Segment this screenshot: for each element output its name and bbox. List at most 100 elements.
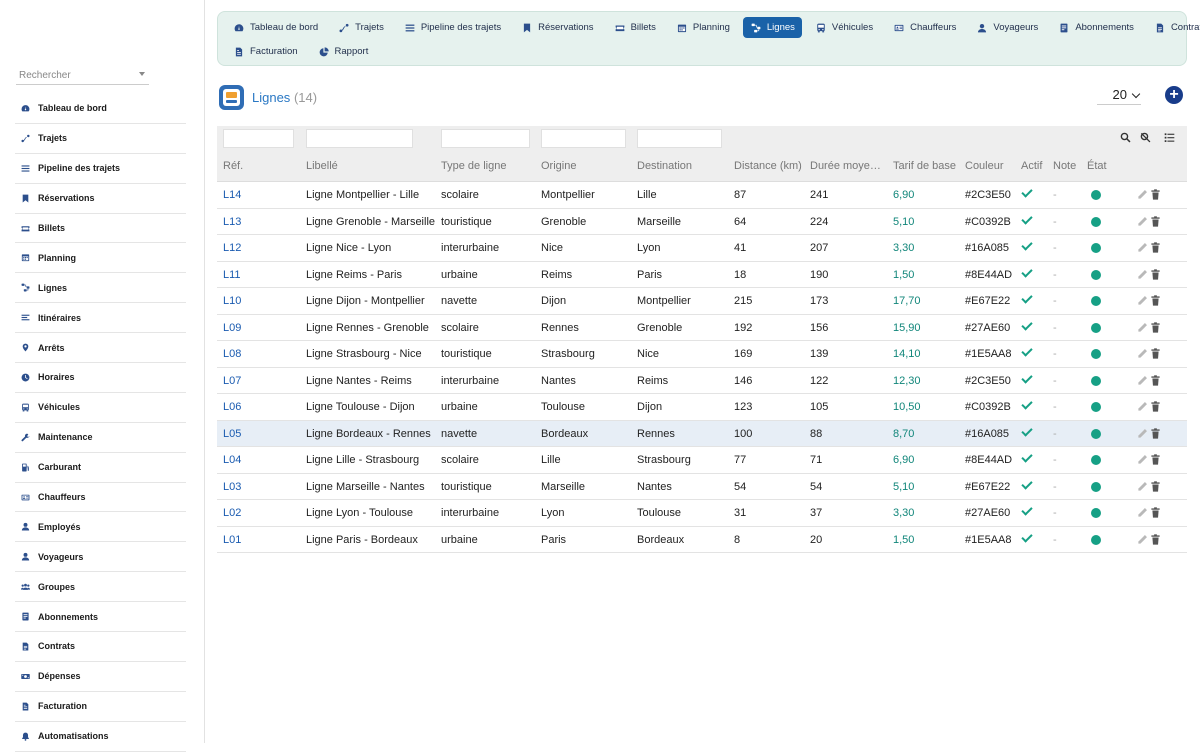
sidebar-item-contrats[interactable]: Contrats	[15, 632, 186, 662]
edit-icon[interactable]	[1137, 454, 1149, 466]
clear-search-icon[interactable]	[1140, 132, 1152, 144]
edit-icon[interactable]	[1137, 481, 1149, 493]
cell-ref[interactable]: L14	[223, 189, 242, 201]
tab-vehicules[interactable]: Véhicules	[808, 17, 880, 38]
table-row[interactable]: L01 Ligne Paris - Bordeaux urbaine Paris Bor…	[217, 527, 1187, 553]
edit-icon[interactable]	[1137, 507, 1149, 519]
sidebar-item-vehicules[interactable]: Véhicules	[15, 393, 186, 423]
search-select[interactable]: Rechercher	[16, 67, 149, 85]
sidebar-item-lignes[interactable]: Lignes	[15, 273, 186, 304]
table-row[interactable]: L04 Ligne Lille - Strasbourg scolaire Lille…	[217, 447, 1187, 474]
delete-icon[interactable]	[1150, 242, 1162, 254]
sidebar-item-planning[interactable]: Planning	[15, 243, 186, 274]
delete-icon[interactable]	[1150, 348, 1162, 360]
tab-chauffeurs[interactable]: Chauffeurs	[886, 17, 963, 38]
cell-ref[interactable]: L02	[223, 507, 242, 519]
edit-icon[interactable]	[1137, 348, 1149, 360]
tab-abonnements[interactable]: Abonnements	[1051, 17, 1141, 38]
column-header-ref[interactable]: Réf.	[223, 160, 244, 172]
column-header-actif[interactable]: Actif	[1021, 160, 1043, 172]
filter-type-input[interactable]	[441, 129, 530, 148]
cell-ref[interactable]: L10	[223, 295, 242, 307]
sidebar-item-automatisations[interactable]: Automatisations	[15, 722, 186, 752]
edit-icon[interactable]	[1137, 216, 1149, 228]
delete-icon[interactable]	[1150, 401, 1162, 413]
column-header-distance-km[interactable]: Distance (km)	[734, 160, 802, 172]
sidebar-item-abonnements[interactable]: Abonnements	[15, 602, 186, 633]
sidebar-item-reservations[interactable]: Réservations	[15, 184, 186, 214]
sidebar-item-groupes[interactable]: Groupes	[15, 572, 186, 603]
filter-origine-input[interactable]	[541, 129, 626, 148]
edit-icon[interactable]	[1137, 295, 1149, 307]
column-header-couleur[interactable]: Couleur	[965, 160, 1004, 172]
delete-icon[interactable]	[1150, 295, 1162, 307]
tab-lignes[interactable]: Lignes	[742, 17, 802, 38]
filter-ref-input[interactable]	[223, 129, 294, 148]
sidebar-item-voyageurs[interactable]: Voyageurs	[15, 542, 186, 573]
tab-voyageurs[interactable]: Voyageurs	[969, 17, 1045, 38]
edit-icon[interactable]	[1137, 534, 1149, 546]
column-header-tarif-de-base[interactable]: Tarif de base	[893, 160, 956, 172]
caret-down-icon[interactable]	[139, 72, 145, 76]
edit-icon[interactable]	[1137, 269, 1149, 281]
edit-icon[interactable]	[1137, 189, 1149, 201]
cell-ref[interactable]: L03	[223, 480, 242, 493]
delete-icon[interactable]	[1150, 321, 1162, 334]
cell-ref[interactable]: L06	[223, 401, 242, 413]
column-header-origine[interactable]: Origine	[541, 160, 577, 172]
sidebar-item-facturation[interactable]: Facturation	[15, 692, 186, 722]
column-list-icon[interactable]	[1164, 132, 1176, 144]
delete-icon[interactable]	[1150, 507, 1162, 519]
tab-rapport[interactable]: Rapport	[311, 41, 376, 62]
edit-icon[interactable]	[1137, 322, 1149, 334]
sidebar-item-billets[interactable]: Billets	[15, 214, 186, 244]
tab-tableau-de-bord[interactable]: Tableau de bord	[226, 17, 325, 38]
table-row[interactable]: L14 Ligne Montpellier - Lille scolaire Mont…	[217, 182, 1187, 209]
delete-icon[interactable]	[1150, 480, 1162, 493]
sidebar-item-tableau-de-bord[interactable]: Tableau de bord	[15, 94, 186, 124]
delete-icon[interactable]	[1150, 454, 1162, 466]
edit-icon[interactable]	[1137, 428, 1149, 440]
sidebar-item-employes[interactable]: Employés	[15, 512, 186, 543]
sidebar-item-pipeline-des-trajets[interactable]: Pipeline des trajets	[15, 154, 186, 184]
sidebar-item-chauffeurs[interactable]: Chauffeurs	[15, 483, 186, 513]
column-header-note[interactable]: Note	[1053, 160, 1077, 172]
table-row[interactable]: L05 Ligne Bordeaux - Rennes navette Bordeau…	[217, 420, 1187, 447]
tab-reservations[interactable]: Réservations	[514, 17, 600, 38]
table-row[interactable]: L08 Ligne Strasbourg - Nice touristique Str…	[217, 341, 1187, 368]
edit-icon[interactable]	[1137, 242, 1149, 254]
tab-trajets[interactable]: Trajets	[331, 17, 391, 38]
cell-ref[interactable]: L08	[223, 348, 242, 360]
cell-ref[interactable]: L13	[223, 215, 242, 228]
sidebar-item-arrets[interactable]: Arrêts	[15, 333, 186, 364]
table-row[interactable]: L09 Ligne Rennes - Grenoble scolaire Rennes…	[217, 315, 1187, 341]
column-header-etat[interactable]: État	[1087, 160, 1107, 172]
filter-destination-input[interactable]	[637, 129, 722, 148]
column-header-destination[interactable]: Destination	[637, 160, 693, 172]
cell-ref[interactable]: L07	[223, 374, 242, 387]
table-row[interactable]: L06 Ligne Toulouse - Dijon urbaine Toulouse…	[217, 394, 1187, 421]
sidebar-item-trajets[interactable]: Trajets	[15, 124, 186, 154]
table-row[interactable]: L07 Ligne Nantes - Reims interurbaine Nante…	[217, 368, 1187, 394]
filter-libelle-input[interactable]	[306, 129, 413, 148]
sidebar-item-carburant[interactable]: Carburant	[15, 453, 186, 483]
per-page-select[interactable]: 20	[1097, 87, 1141, 105]
delete-icon[interactable]	[1150, 427, 1162, 440]
cell-ref[interactable]: L04	[223, 454, 242, 466]
table-row[interactable]: L03 Ligne Marseille - Nantes touristique Ma…	[217, 474, 1187, 500]
sidebar-item-horaires[interactable]: Horaires	[15, 363, 186, 393]
tab-contrats[interactable]: Contrats	[1147, 17, 1200, 38]
column-header-duree-moye[interactable]: Durée moye…	[810, 160, 881, 172]
table-row[interactable]: L12 Ligne Nice - Lyon interurbaine Nice Lyon…	[217, 235, 1187, 262]
cell-ref[interactable]: L09	[223, 321, 242, 334]
cell-ref[interactable]: L12	[223, 242, 242, 254]
cell-ref[interactable]: L11	[223, 268, 241, 281]
tab-planning[interactable]: Planning	[669, 17, 737, 38]
sidebar-item-maintenance[interactable]: Maintenance	[15, 423, 186, 453]
delete-icon[interactable]	[1150, 374, 1162, 387]
tab-billets[interactable]: Billets	[607, 17, 663, 38]
column-header-libelle[interactable]: Libellé	[306, 160, 338, 172]
add-line-button[interactable]: +	[1165, 86, 1183, 104]
table-row[interactable]: L10 Ligne Dijon - Montpellier navette Dijon…	[217, 288, 1187, 315]
column-header-type-de-ligne[interactable]: Type de ligne	[441, 160, 507, 172]
